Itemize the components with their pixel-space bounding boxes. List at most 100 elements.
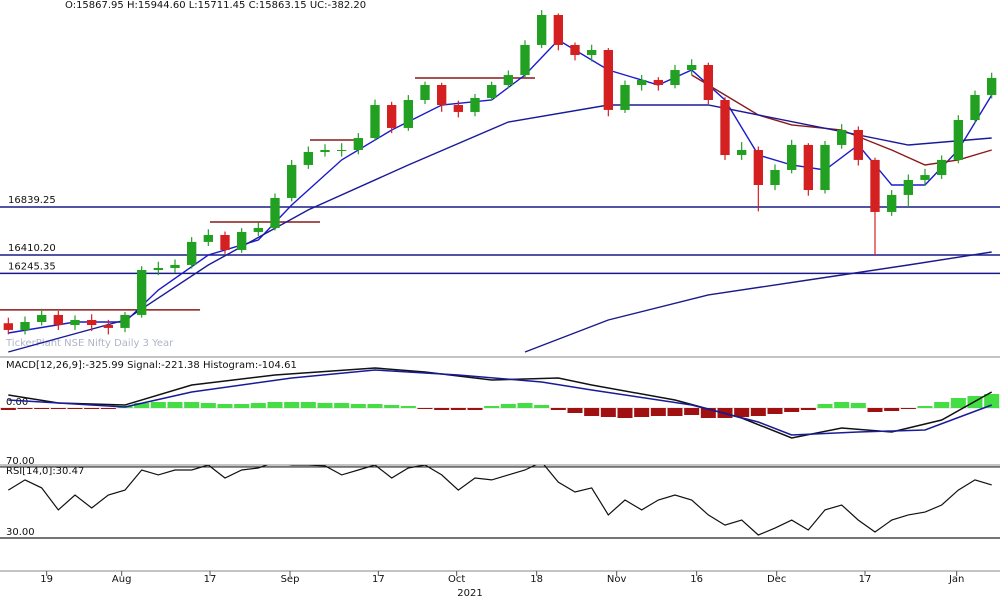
candle-body	[187, 241, 197, 265]
histogram-bar	[200, 403, 216, 408]
candle-body	[303, 151, 313, 165]
candle-body	[53, 314, 63, 326]
histogram-bar	[650, 408, 666, 416]
x-tick-label: Sep	[281, 574, 300, 585]
candle-body	[453, 105, 463, 112]
candle-body	[737, 149, 747, 156]
candle-body	[87, 319, 97, 326]
candle-body	[820, 144, 830, 191]
candle-body	[920, 175, 930, 180]
candle-body	[537, 14, 547, 45]
candle-body	[137, 269, 147, 315]
x-tick-label: 16	[690, 574, 703, 585]
histogram-bar	[867, 408, 883, 412]
histogram-bar	[567, 408, 583, 413]
x-tick-label: Jan	[948, 574, 964, 585]
candle-body	[670, 70, 680, 86]
candle-body	[753, 149, 763, 185]
candle-body	[403, 99, 413, 128]
histogram-bar	[417, 408, 433, 409]
histogram-bar	[550, 408, 566, 410]
candle-body	[487, 85, 497, 98]
histogram-bar	[667, 408, 683, 416]
histogram-bar	[834, 402, 850, 408]
histogram-bar	[150, 402, 166, 408]
x-axis-label: 2021	[457, 588, 482, 599]
histogram-bar	[184, 402, 200, 408]
histogram-bar	[800, 408, 816, 410]
candle-body	[20, 322, 30, 330]
histogram-bar	[734, 408, 750, 417]
histogram-bar	[700, 408, 716, 418]
histogram-bar	[517, 403, 533, 408]
histogram-bar	[884, 408, 900, 411]
candle-body	[120, 314, 130, 328]
candle-body	[253, 227, 263, 232]
candle-body	[170, 264, 180, 268]
candle-body	[470, 97, 480, 112]
level-label: 16245.35	[8, 261, 56, 272]
candle-body	[970, 94, 980, 121]
x-tick-label: Aug	[112, 574, 132, 585]
candle-body	[237, 231, 247, 250]
y-tick-label: 70.00	[6, 456, 35, 467]
histogram-bar	[684, 408, 700, 415]
indicator-line	[7, 465, 992, 536]
candle-body	[353, 138, 363, 150]
rsi-title: RSI[14,0]:30.47	[6, 466, 84, 477]
histogram-bar	[784, 408, 800, 412]
watermark: TickerPlant NSE Nifty Daily 3 Year	[5, 338, 174, 349]
candle-body	[587, 49, 597, 56]
histogram-bar	[50, 408, 66, 409]
histogram-bar	[17, 408, 33, 409]
candle-body	[203, 234, 213, 242]
x-tick-label: Oct	[448, 574, 465, 585]
histogram-bar	[234, 404, 250, 408]
histogram-bar	[34, 408, 50, 409]
histogram-bar	[767, 408, 783, 414]
histogram-bar	[600, 408, 616, 417]
indicator-line	[8, 369, 992, 436]
histogram-bar	[617, 408, 633, 418]
histogram-bar	[634, 408, 650, 417]
histogram-bar	[84, 408, 100, 409]
histogram-bar	[817, 404, 833, 408]
candle-body	[70, 319, 80, 326]
histogram-bar	[584, 408, 600, 416]
x-tick-label: 18	[530, 574, 543, 585]
histogram-bar	[350, 404, 366, 408]
candle-body	[937, 159, 947, 176]
histogram-bar	[167, 402, 183, 408]
candle-body	[570, 44, 580, 56]
histogram-bar	[900, 408, 916, 409]
candle-body	[837, 129, 847, 145]
histogram-bar	[334, 403, 350, 408]
x-tick-label: Nov	[607, 574, 627, 585]
histogram-bar	[384, 405, 400, 408]
histogram-bar	[217, 404, 233, 408]
candle-body	[370, 105, 380, 139]
candle-body	[3, 323, 14, 330]
histogram-bar	[100, 408, 116, 409]
candle-body	[520, 44, 530, 76]
histogram-bar	[850, 403, 866, 408]
histogram-bar	[934, 402, 950, 408]
histogram-bar	[0, 408, 16, 410]
x-tick-label: 17	[372, 574, 385, 585]
candle-body	[853, 129, 863, 160]
histogram-bar	[484, 406, 500, 408]
x-tick-label: 17	[859, 574, 872, 585]
candle-body	[387, 105, 397, 128]
candle-body	[337, 149, 347, 151]
candle-body	[553, 14, 563, 45]
histogram-bar	[400, 406, 416, 408]
candle-body	[287, 164, 297, 198]
histogram-bar	[950, 398, 966, 408]
candle-body	[703, 64, 713, 100]
candle-body	[620, 85, 630, 110]
histogram-bar	[984, 394, 1000, 408]
indicator-line	[524, 251, 992, 353]
x-tick-label: Dec	[767, 574, 786, 585]
